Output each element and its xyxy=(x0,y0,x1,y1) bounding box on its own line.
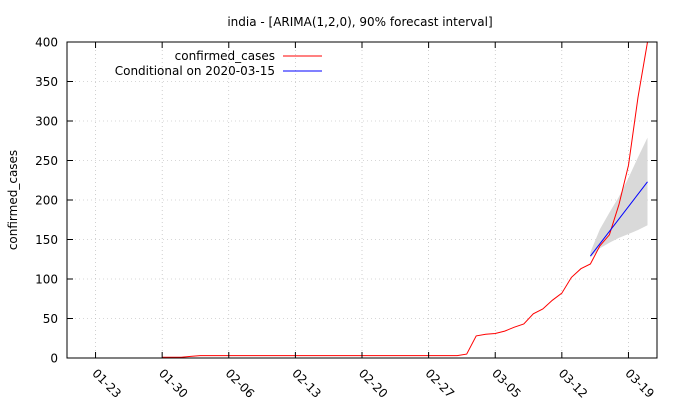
y-tick-label: 100 xyxy=(35,273,58,287)
legend-label: Conditional on 2020-03-15 xyxy=(115,64,275,78)
conditional-forecast-line xyxy=(590,181,648,257)
y-tick-label: 400 xyxy=(35,36,58,50)
forecast-interval-area xyxy=(590,137,648,258)
y-tick-label: 0 xyxy=(50,352,58,366)
plot-frame xyxy=(66,41,658,359)
grid-lines xyxy=(67,42,657,358)
y-tick-label: 300 xyxy=(35,115,58,129)
y-axis-label: confirmed_cases xyxy=(6,150,20,250)
x-tick-label: 03-05 xyxy=(489,366,524,400)
x-tick-label: 02-06 xyxy=(223,366,258,400)
x-tick-label: 02-27 xyxy=(422,366,457,400)
x-tick-label: 03-12 xyxy=(556,366,591,400)
chart-title: india - [ARIMA(1,2,0), 90% forecast inte… xyxy=(227,15,492,29)
y-tick-label: 250 xyxy=(35,154,58,168)
forecast-interval-band xyxy=(590,137,648,258)
legend-label: confirmed_cases xyxy=(175,49,275,63)
x-tick-label: 01-30 xyxy=(156,366,191,400)
y-tick-label: 150 xyxy=(35,233,58,247)
x-tick-label: 03-19 xyxy=(622,366,657,400)
y-tick-label: 50 xyxy=(43,312,58,326)
x-tick-label: 02-20 xyxy=(356,366,391,400)
x-tick-label: 02-13 xyxy=(289,366,324,400)
confirmed-cases-line xyxy=(162,41,648,358)
axis-ticks: 0 50 100 150 200 250 300 350 400 01-23 01-30 02-06 0… xyxy=(35,36,657,400)
y-tick-label: 200 xyxy=(35,194,58,208)
y-tick-label: 350 xyxy=(35,75,58,89)
x-tick-label: 01-23 xyxy=(89,366,124,400)
series-lines xyxy=(162,41,648,358)
